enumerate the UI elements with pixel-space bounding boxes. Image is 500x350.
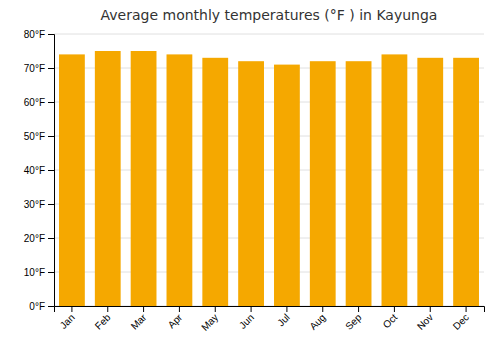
tick: Oct: [381, 306, 400, 330]
bar: [202, 58, 228, 306]
tick-label: 20°F: [24, 233, 45, 244]
bar: [238, 61, 264, 306]
tick-label: Feb: [93, 311, 113, 331]
bar: [346, 61, 372, 306]
bar: [417, 58, 443, 306]
tick: 60°F: [24, 97, 54, 108]
bar: [453, 58, 479, 306]
tick: Jun: [237, 306, 256, 331]
chart-container: 0°F 10°F 20°F 30°F 40°F 50°F 60°F 70°F 80°F Jan Fe…: [0, 0, 500, 350]
tick-mark: [48, 102, 54, 103]
tick: Jan: [58, 306, 77, 331]
tick-mark: [48, 136, 54, 137]
tick-label: 0°F: [29, 301, 45, 312]
tick: Sep: [343, 306, 364, 332]
tick-mark: [48, 272, 54, 273]
tick: Apr: [166, 306, 185, 330]
title: Average monthly temperatures (°F ) in Ka…: [101, 7, 438, 23]
tick: 70°F: [24, 63, 54, 74]
bar: [274, 65, 300, 306]
tick-label: Jun: [237, 312, 256, 331]
tick-mark: [48, 34, 54, 35]
tick: 40°F: [24, 165, 54, 176]
bar: [95, 51, 121, 306]
tick-label: 10°F: [24, 267, 45, 278]
tick-mark: [48, 68, 54, 69]
tick: Jul: [275, 306, 292, 328]
tick: Mar: [129, 306, 149, 332]
tick-label: Dec: [451, 312, 471, 332]
bar: [167, 54, 193, 306]
tick-label: Apr: [166, 311, 185, 330]
bar: [59, 54, 85, 306]
tick: 10°F: [24, 267, 54, 278]
tick-mark: [179, 306, 180, 312]
tick-mark: [215, 306, 216, 312]
tick: Feb: [93, 306, 113, 332]
bar: [131, 51, 157, 306]
tick-mark: [48, 204, 54, 205]
tick-label: 50°F: [24, 131, 45, 142]
tick-mark: [251, 306, 252, 312]
tick: Nov: [415, 306, 435, 332]
tick: 30°F: [24, 199, 54, 210]
bars: [59, 51, 479, 306]
tick-mark: [430, 306, 431, 312]
tick: Aug: [307, 306, 327, 332]
tick-mark: [48, 170, 54, 171]
x-axis: Jan Feb Mar Apr May Jun Jul Aug Sep Oct Nov Dec: [55, 306, 485, 333]
tick-mark: [48, 238, 54, 239]
tick-mark: [48, 306, 54, 307]
tick-mark: [286, 306, 287, 312]
tick-label: Mar: [129, 311, 149, 331]
tick-label: Jan: [58, 312, 77, 331]
axis-line: [55, 307, 485, 313]
tick-mark: [107, 306, 108, 312]
tick: 50°F: [24, 131, 54, 142]
tick-mark: [322, 306, 323, 312]
tick: 80°F: [24, 29, 54, 40]
tick-mark: [394, 306, 395, 312]
tick-label: 40°F: [24, 165, 45, 176]
bar: [310, 61, 336, 306]
tick: 20°F: [24, 233, 54, 244]
tick-label: Nov: [415, 312, 435, 332]
tick-label: 60°F: [24, 97, 45, 108]
plot: 0°F 10°F 20°F 30°F 40°F 50°F 60°F 70°F 80°F Jan Fe…: [24, 29, 485, 333]
tick-mark: [71, 306, 72, 312]
tick: Dec: [451, 306, 471, 332]
tick: May: [199, 306, 220, 333]
tick-label: Jul: [275, 312, 292, 329]
tick-label: May: [199, 312, 220, 333]
tick-label: 70°F: [24, 63, 45, 74]
tick-label: 30°F: [24, 199, 45, 210]
tick: 0°F: [29, 301, 54, 312]
chart-svg: 0°F 10°F 20°F 30°F 40°F 50°F 60°F 70°F 80°F Jan Fe…: [0, 0, 500, 350]
y-axis: 0°F 10°F 20°F 30°F 40°F 50°F 60°F 70°F 80°F: [24, 29, 55, 312]
tick-label: Aug: [307, 312, 327, 332]
tick-mark: [358, 306, 359, 312]
tick-label: Sep: [343, 311, 364, 332]
tick-label: 80°F: [24, 29, 45, 40]
tick-mark: [143, 306, 144, 312]
grid-line: [54, 34, 484, 35]
axis-line: [48, 35, 55, 307]
bar: [382, 54, 408, 306]
grid: [54, 34, 484, 306]
tick-label: Oct: [381, 312, 400, 331]
tick-mark: [466, 306, 467, 312]
